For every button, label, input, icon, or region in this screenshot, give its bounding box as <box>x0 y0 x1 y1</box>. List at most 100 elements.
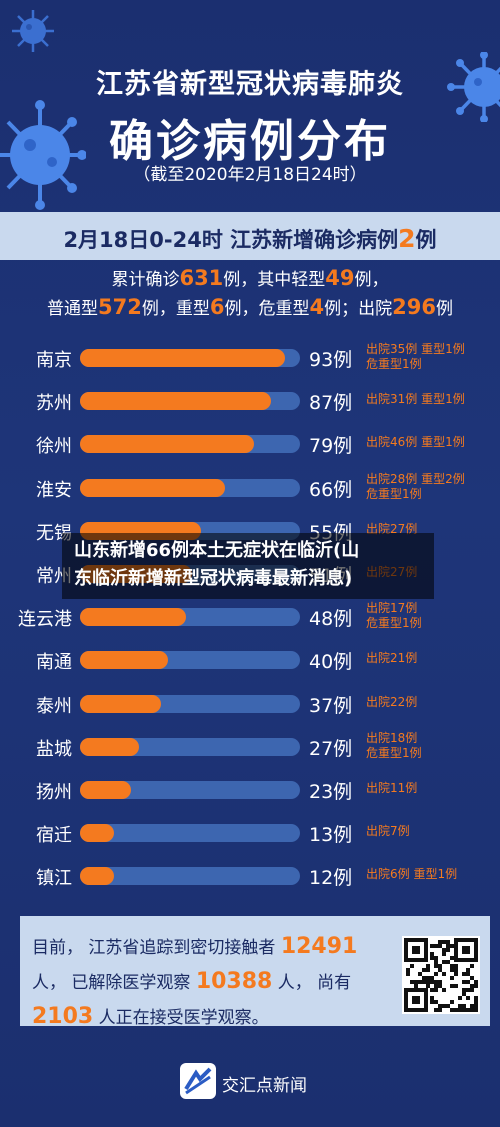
common-cases: 572 <box>98 295 142 319</box>
bar-track <box>80 824 300 843</box>
bar-fill <box>80 737 140 756</box>
summary-text: 例，其中轻型 <box>223 270 326 290</box>
case-detail: 出院35例 重型1例 危重型1例 <box>366 342 500 372</box>
city-row: 泰州 37例 出院22例 <box>0 686 500 726</box>
summary-text: 累计确诊 <box>111 270 180 290</box>
city-row: 连云港 48例 出院17例 危重型1例 <box>0 599 500 639</box>
close-contacts-count: 12491 <box>280 934 358 959</box>
summary-text: 例，危重型 <box>224 299 310 319</box>
bar-fill <box>80 392 272 411</box>
case-detail: 出院27例 <box>366 522 500 537</box>
mild-cases: 49 <box>325 266 355 290</box>
case-detail-line-1: 出院17例 <box>366 601 418 616</box>
city-name: 南通 <box>36 652 72 674</box>
bar-fill <box>80 478 226 497</box>
bar-fill <box>80 435 254 454</box>
case-count: 12例 <box>309 867 353 890</box>
title-line-2: 确诊病例分布 <box>109 116 391 167</box>
bar-fill <box>80 694 162 713</box>
city-name: 苏州 <box>36 393 72 415</box>
case-count: 37例 <box>309 694 353 717</box>
bar-track <box>80 478 300 497</box>
case-detail-line-1: 出院6例 重型1例 <box>366 867 458 882</box>
city-row: 南通 40例 出院21例 <box>0 642 500 682</box>
qr-code <box>402 936 480 1014</box>
new-cases-band <box>0 212 500 260</box>
summary-line-2: 普通型572例，重型6例，危重型4例；出院296例 <box>0 294 500 319</box>
case-detail: 出院11例 <box>366 781 500 796</box>
headline-line-2: 东临沂新增新型冠状病毒最新消息) <box>74 568 353 589</box>
bar-track <box>80 608 300 627</box>
case-detail-line-1: 出院31例 重型1例 <box>366 392 465 407</box>
city-name: 连云港 <box>18 609 72 631</box>
case-count: 23例 <box>309 781 353 803</box>
case-detail: 出院22例 <box>366 695 500 710</box>
city-name: 南京 <box>36 350 72 371</box>
case-count: 66例 <box>309 478 353 501</box>
discharged-cases: 296 <box>392 295 436 319</box>
city-row: 宿迁 13例 出院7例 <box>0 815 500 855</box>
contact-text-part: 人， 已解除医学观察 <box>32 973 196 993</box>
bar-fill <box>80 824 114 843</box>
case-detail-line-2: 危重型1例 <box>366 486 422 501</box>
bar-track <box>80 392 300 411</box>
case-count: 79例 <box>309 435 353 458</box>
case-detail-line-2: 危重型1例 <box>366 357 422 371</box>
case-detail-line-2: 危重型1例 <box>366 616 422 631</box>
city-name: 淮安 <box>36 479 72 501</box>
city-name: 宿迁 <box>36 825 72 847</box>
bar-track <box>80 737 300 756</box>
city-row: 淮安 66例 出院28例 重型2例 危重型1例 <box>0 470 500 510</box>
case-detail-line-1: 出院18例 <box>366 730 418 745</box>
virus-icon <box>10 8 56 54</box>
case-count: 87例 <box>309 392 353 415</box>
case-detail: 出院31例 重型1例 <box>366 392 500 407</box>
released-count: 10388 <box>195 969 273 994</box>
contact-text-part: 人， 尚有 <box>272 973 352 993</box>
bar-fill <box>80 349 285 367</box>
case-detail-line-1: 出院21例 <box>366 651 418 666</box>
case-detail: 出院28例 重型2例 危重型1例 <box>366 472 500 502</box>
city-row: 盐城 27例 出院18例 危重型1例 <box>0 729 500 769</box>
city-row: 镇江 12例 出院6例 重型1例 <box>0 858 500 898</box>
case-detail: 出院17例 危重型1例 <box>366 601 500 631</box>
bar-fill <box>80 781 131 799</box>
case-count: 13例 <box>309 824 353 847</box>
new-cases-number: 2 <box>398 224 416 253</box>
case-detail: 出院6例 重型1例 <box>366 867 500 882</box>
case-detail-line-1: 出院11例 <box>366 781 418 795</box>
bar-track <box>80 435 300 454</box>
case-count: 27例 <box>309 737 353 760</box>
case-count: 48例 <box>309 608 353 631</box>
new-cases-suffix: 例 <box>415 228 437 252</box>
summary-text: 例， <box>354 270 389 290</box>
city-name: 镇江 <box>36 868 72 890</box>
case-detail-line-1: 出院28例 重型2例 <box>366 471 465 486</box>
critical-cases: 4 <box>309 295 325 319</box>
case-detail: 出院18例 危重型1例 <box>366 731 500 761</box>
city-name: 徐州 <box>36 436 72 458</box>
contact-text: 目前， 江苏省追踪到密切接触者 12491 人， 已解除医学观察 10388 人，… <box>32 930 392 1035</box>
contact-text-part: 目前， 江苏省追踪到密切接触者 <box>32 938 281 958</box>
new-cases-text: 2月18日0-24时 江苏新增确诊病例2例 <box>0 224 500 254</box>
case-count: 93例 <box>309 349 353 371</box>
headline-overlay <box>62 533 434 599</box>
summary-text: 例；出院 <box>324 299 393 319</box>
headline-text[interactable]: 山东新增66例本土无症状在临沂(山 东临沂新增新型冠状病毒最新消息) <box>74 537 430 593</box>
virus-icon <box>0 100 86 210</box>
city-name: 泰州 <box>36 695 72 717</box>
headline-line-1: 山东新增66例本土无症状在临沂(山 <box>74 540 360 561</box>
bar-track <box>80 781 300 799</box>
case-detail-line-1: 出院46例 重型1例 <box>366 435 465 450</box>
bar-fill <box>80 608 186 627</box>
case-detail-line-1: 出院27例 <box>366 521 418 536</box>
contact-text-part: 人正在接受医学观察。 <box>93 1008 269 1028</box>
city-row: 徐州 79例 出院46例 重型1例 <box>0 426 500 466</box>
title-line-3: （截至2020年2月18日24时） <box>133 165 367 185</box>
new-cases-prefix: 2月18日0-24时 江苏新增确诊病例 <box>63 228 399 252</box>
city-row: 扬州 23例 出院11例 <box>0 772 500 812</box>
summary-text: 普通型 <box>47 299 99 319</box>
case-detail: 出院7例 <box>366 824 500 839</box>
bar-fill <box>80 867 114 886</box>
